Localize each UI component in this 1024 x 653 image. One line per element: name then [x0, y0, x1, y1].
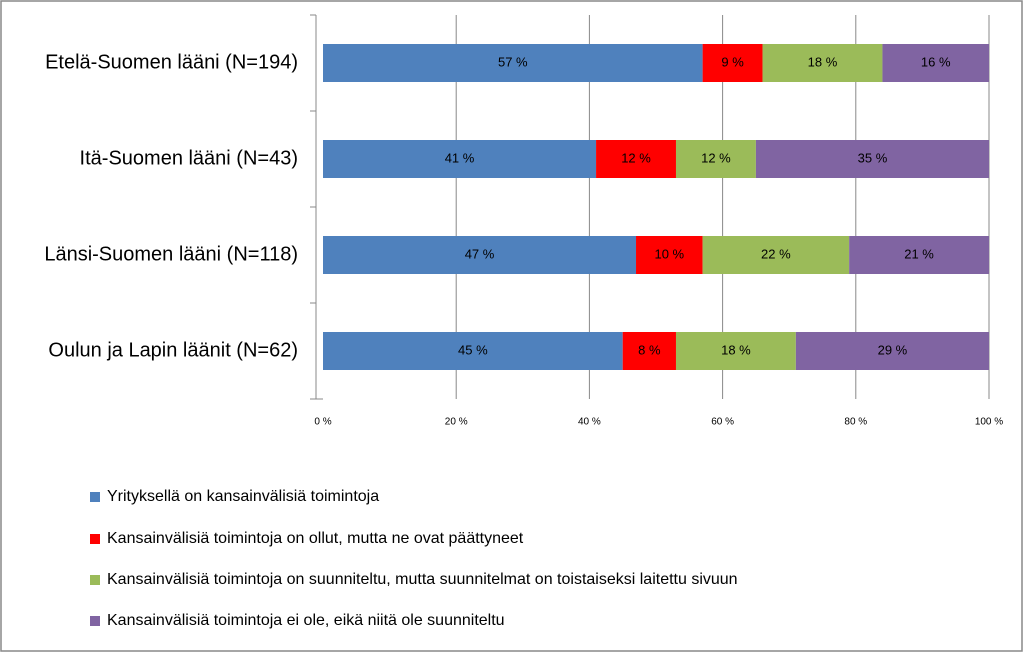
legend-label: Yrityksellä on kansainvälisiä toimintoja [107, 488, 379, 505]
category-label: Oulun ja Lapin läänit (N=62) [48, 339, 298, 361]
bar-segment [636, 236, 703, 274]
value-label: 29 % [878, 342, 908, 357]
bar-segment [849, 236, 989, 274]
bar-segment [702, 236, 850, 274]
x-tick-label: 80 % [844, 417, 867, 428]
bar-segment [596, 140, 676, 178]
x-tick-label: 100 % [975, 417, 1003, 428]
x-tick-label: 20 % [445, 417, 468, 428]
value-label: 18 % [721, 342, 751, 357]
value-label: 41 % [445, 150, 475, 165]
x-tick-label: 0 % [314, 417, 331, 428]
value-label: 57 % [498, 54, 528, 69]
value-label: 16 % [921, 54, 951, 69]
bar-segment [323, 332, 623, 370]
value-label: 22 % [761, 246, 791, 261]
bar-segment [762, 44, 883, 82]
legend-label: Kansainvälisiä toimintoja ei ole, eikä n… [107, 612, 505, 629]
value-label: 18 % [808, 54, 838, 69]
value-label: 35 % [858, 150, 888, 165]
legend-swatch [90, 492, 100, 502]
value-label: 10 % [654, 246, 684, 261]
bar-segment [323, 140, 597, 178]
legend-swatch [90, 534, 100, 544]
bar-segment [675, 140, 756, 178]
bar-segment [755, 140, 989, 178]
bar-segment [795, 332, 989, 370]
bar-segment [323, 44, 703, 82]
legend-label: Kansainvälisiä toimintoja on ollut, mutt… [107, 530, 524, 547]
value-label: 8 % [638, 342, 661, 357]
value-label: 45 % [458, 342, 488, 357]
category-label: Länsi-Suomen lääni (N=118) [44, 243, 298, 265]
value-label: 9 % [721, 54, 744, 69]
value-label: 12 % [701, 150, 731, 165]
value-label: 47 % [465, 246, 495, 261]
legend-swatch [90, 616, 100, 626]
x-tick-label: 60 % [711, 417, 734, 428]
category-label: Itä-Suomen lääni (N=43) [80, 147, 298, 169]
legend-swatch [90, 575, 100, 585]
bar-segment [323, 236, 637, 274]
legend-label: Kansainvälisiä toimintoja on suunniteltu… [107, 571, 738, 588]
bar-segment [882, 44, 989, 82]
value-label: 12 % [621, 150, 651, 165]
bar-segment [622, 332, 676, 370]
bar-segment [702, 44, 763, 82]
value-label: 21 % [904, 246, 934, 261]
category-label: Etelä-Suomen lääni (N=194) [45, 51, 298, 73]
bar-segment [675, 332, 796, 370]
x-tick-label: 40 % [578, 417, 601, 428]
